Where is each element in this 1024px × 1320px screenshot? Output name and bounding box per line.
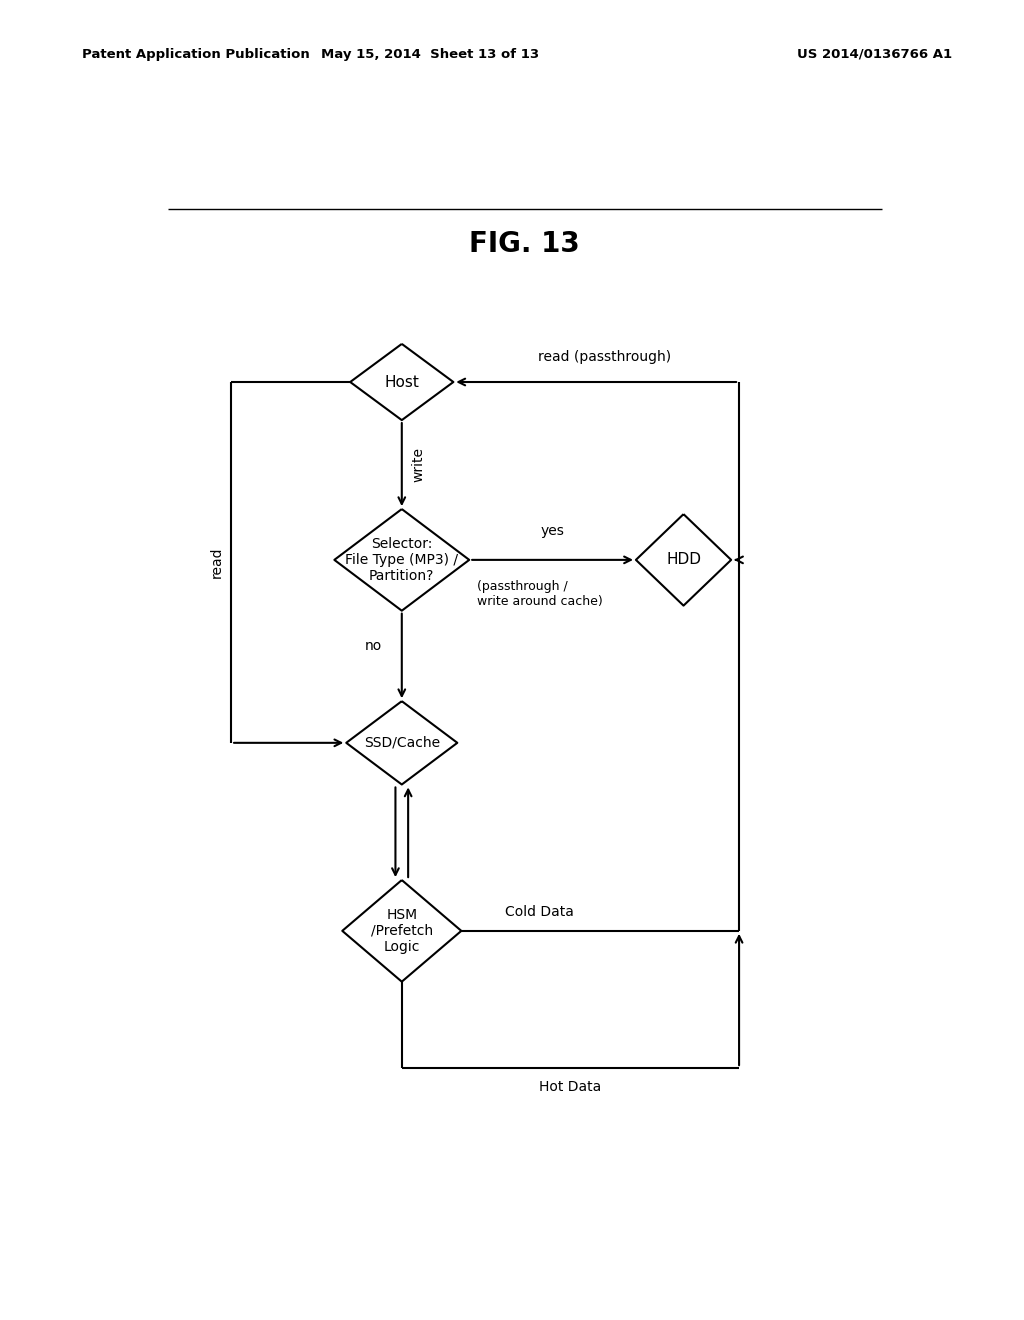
Text: Patent Application Publication: Patent Application Publication — [82, 48, 309, 61]
Text: Host: Host — [384, 375, 419, 389]
Text: yes: yes — [541, 524, 564, 537]
Text: read: read — [210, 546, 224, 578]
Text: read (passthrough): read (passthrough) — [538, 350, 671, 364]
Text: no: no — [365, 639, 382, 653]
Text: (passthrough /
write around cache): (passthrough / write around cache) — [477, 581, 603, 609]
Text: FIG. 13: FIG. 13 — [469, 230, 581, 257]
Text: May 15, 2014  Sheet 13 of 13: May 15, 2014 Sheet 13 of 13 — [321, 48, 540, 61]
Text: Selector:
File Type (MP3) /
Partition?: Selector: File Type (MP3) / Partition? — [345, 537, 459, 583]
Text: Cold Data: Cold Data — [505, 904, 573, 919]
Text: Hot Data: Hot Data — [540, 1080, 601, 1094]
Text: HSM
/Prefetch
Logic: HSM /Prefetch Logic — [371, 908, 433, 954]
Text: write: write — [412, 447, 425, 482]
Text: HDD: HDD — [666, 552, 701, 568]
Text: US 2014/0136766 A1: US 2014/0136766 A1 — [798, 48, 952, 61]
Text: SSD/Cache: SSD/Cache — [364, 735, 440, 750]
